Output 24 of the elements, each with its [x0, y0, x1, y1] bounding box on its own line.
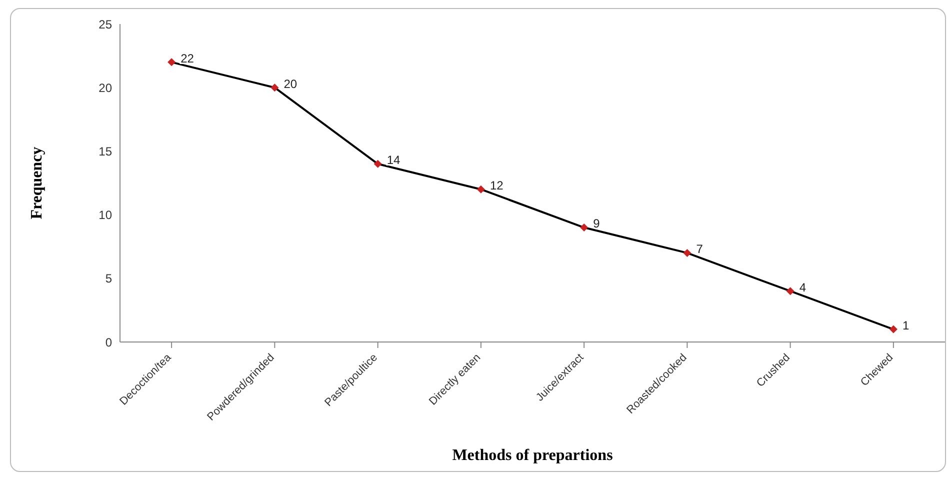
point	[476, 185, 485, 194]
data-label: 20	[284, 76, 298, 91]
y-tick-label: 10	[98, 208, 112, 222]
data-label: 14	[386, 153, 400, 168]
x-axis-title: Methods of prepartions	[452, 447, 613, 464]
point	[786, 287, 794, 296]
y-tick-label: 15	[98, 144, 112, 158]
y-tick-label: 20	[98, 80, 112, 95]
point	[374, 160, 382, 168]
point	[683, 248, 692, 257]
y-tick-label: 5	[105, 272, 112, 286]
point	[580, 224, 588, 232]
data-label: 9	[593, 216, 600, 231]
data-label: 1	[902, 318, 910, 332]
data-label: 22	[180, 51, 194, 66]
y-axis-title: Frequency	[28, 146, 46, 220]
data-label: 7	[696, 242, 704, 256]
data-label: 4	[799, 280, 806, 294]
data-label: 12	[490, 178, 504, 193]
y-tick-label: 0	[105, 335, 112, 350]
point	[889, 325, 898, 334]
point	[168, 58, 176, 66]
y-tick-label: 25	[98, 17, 112, 32]
point	[270, 84, 279, 92]
